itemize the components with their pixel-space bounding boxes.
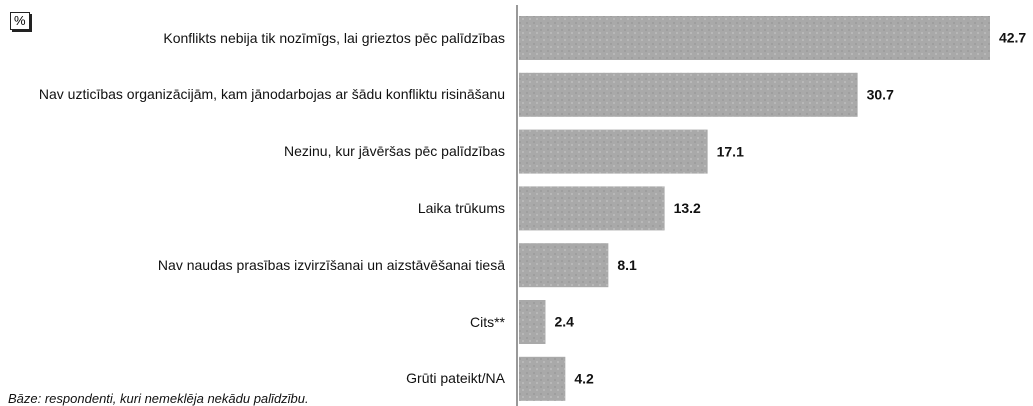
value-label: 30.7 [867, 87, 894, 103]
bar-texture [519, 16, 990, 60]
category-label: Nav naudas prasības izvirzīšanai un aizs… [157, 256, 505, 273]
value-label: 42.7 [999, 30, 1026, 46]
category-label: Konflikts nebija tik nozīmīgs, lai griez… [163, 29, 505, 46]
category-label: Cits** [469, 313, 505, 330]
value-label: 13.2 [674, 200, 701, 216]
bar-texture [519, 300, 546, 344]
value-label: 2.4 [554, 314, 574, 330]
category-label: Nav uzticības organizācijām, kam jānodar… [38, 86, 505, 103]
value-label: 17.1 [717, 143, 744, 159]
value-label: 8.1 [617, 257, 637, 273]
value-label: 4.2 [574, 371, 594, 387]
unit-label: % [10, 12, 30, 30]
bar-texture [519, 129, 708, 174]
bar-texture [519, 243, 609, 288]
bar-texture [519, 186, 665, 231]
footnote: Bāze: respondenti, kuri nemeklēja nekādu… [8, 391, 309, 406]
bar-texture [519, 356, 566, 401]
bar-texture [519, 72, 858, 117]
category-label: Grūti pateikt/NA [406, 370, 505, 387]
category-label: Nezinu, kur jāvēršas pēc palīdzības [284, 143, 505, 160]
category-label: Laika trūkums [417, 199, 505, 216]
